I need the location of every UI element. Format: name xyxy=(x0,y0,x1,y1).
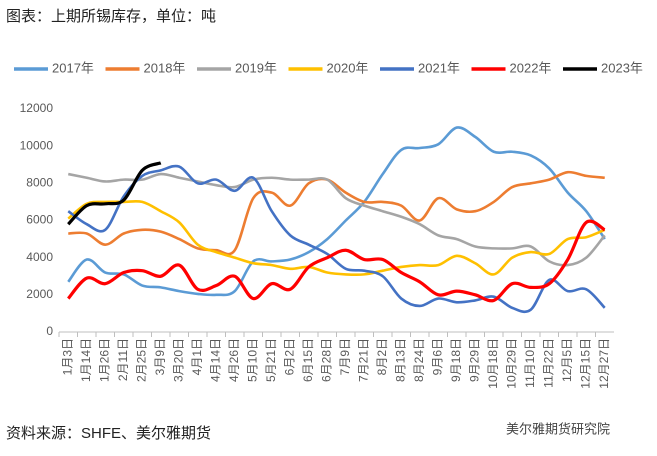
x-tick-label: 12月5日 xyxy=(560,338,574,382)
x-tick-label: 9月6日 xyxy=(430,338,444,375)
legend-label: 2023年 xyxy=(601,60,643,75)
x-tick-label: 4月14日 xyxy=(208,338,222,382)
x-tick-label: 1月26日 xyxy=(97,338,111,382)
x-tick-label: 6月15日 xyxy=(301,338,315,382)
chart-title: 图表：上期所锡库存，单位：吨 xyxy=(6,8,216,25)
x-tick-label: 11月22日 xyxy=(541,338,555,388)
y-tick-label: 2000 xyxy=(26,287,53,301)
x-tick-label: 5月21日 xyxy=(264,338,278,382)
y-tick-label: 6000 xyxy=(26,213,53,227)
x-tick-label: 6月28日 xyxy=(319,338,333,382)
series-line xyxy=(67,164,606,314)
x-tick-label: 6月2日 xyxy=(282,338,296,375)
legend-label: 2021年 xyxy=(418,60,460,75)
x-tick-label: 5月10日 xyxy=(245,338,259,382)
x-tick-label: 2月11日 xyxy=(116,338,130,381)
y-tick-label: 10000 xyxy=(20,138,54,152)
x-tick-label: 8月24日 xyxy=(412,338,426,382)
series-line xyxy=(67,126,606,297)
y-tick-label: 12000 xyxy=(20,101,54,115)
x-tick-label: 12月27日 xyxy=(597,338,611,389)
series-line xyxy=(67,199,606,277)
legend-label: 2022年 xyxy=(510,60,552,75)
legend-label: 2020年 xyxy=(327,60,369,75)
x-tick-label: 1月3日 xyxy=(60,338,74,375)
x-tick-label: 10月29日 xyxy=(504,338,518,389)
x-tick-label: 10月18日 xyxy=(486,338,500,389)
legend-label: 2018年 xyxy=(144,60,186,75)
x-tick-label: 7月9日 xyxy=(338,338,352,375)
watermark: 美尔雅期货研究院 xyxy=(506,421,610,436)
x-tick-label: 9月18日 xyxy=(449,338,463,382)
y-tick-label: 8000 xyxy=(26,176,53,190)
y-tick-label: 4000 xyxy=(26,250,53,264)
source-note: 资料来源：SHFE、美尔雅期货 xyxy=(6,425,211,442)
x-tick-label: 7月21日 xyxy=(356,338,370,382)
series-line xyxy=(68,170,605,256)
x-tick-label: 2月25日 xyxy=(134,338,148,382)
x-tick-label: 3月9日 xyxy=(153,338,167,375)
legend-label: 2017年 xyxy=(52,60,94,75)
x-tick-label: 12月15日 xyxy=(578,338,592,389)
series-line xyxy=(67,172,606,267)
x-tick-label: 4月1日 xyxy=(190,338,204,375)
series-line xyxy=(67,219,606,303)
x-tick-label: 4月26日 xyxy=(227,338,241,382)
x-tick-label: 1月14日 xyxy=(79,338,93,382)
x-tick-label: 8月13日 xyxy=(393,338,407,382)
y-tick-label: 0 xyxy=(46,324,53,338)
legend-label: 2019年 xyxy=(235,60,277,75)
series-line xyxy=(67,161,162,226)
x-tick-label: 8月2日 xyxy=(375,338,389,375)
x-tick-label: 11月10日 xyxy=(523,338,537,388)
x-tick-label: 9月29日 xyxy=(467,338,481,382)
x-tick-label: 3月20日 xyxy=(171,338,185,382)
